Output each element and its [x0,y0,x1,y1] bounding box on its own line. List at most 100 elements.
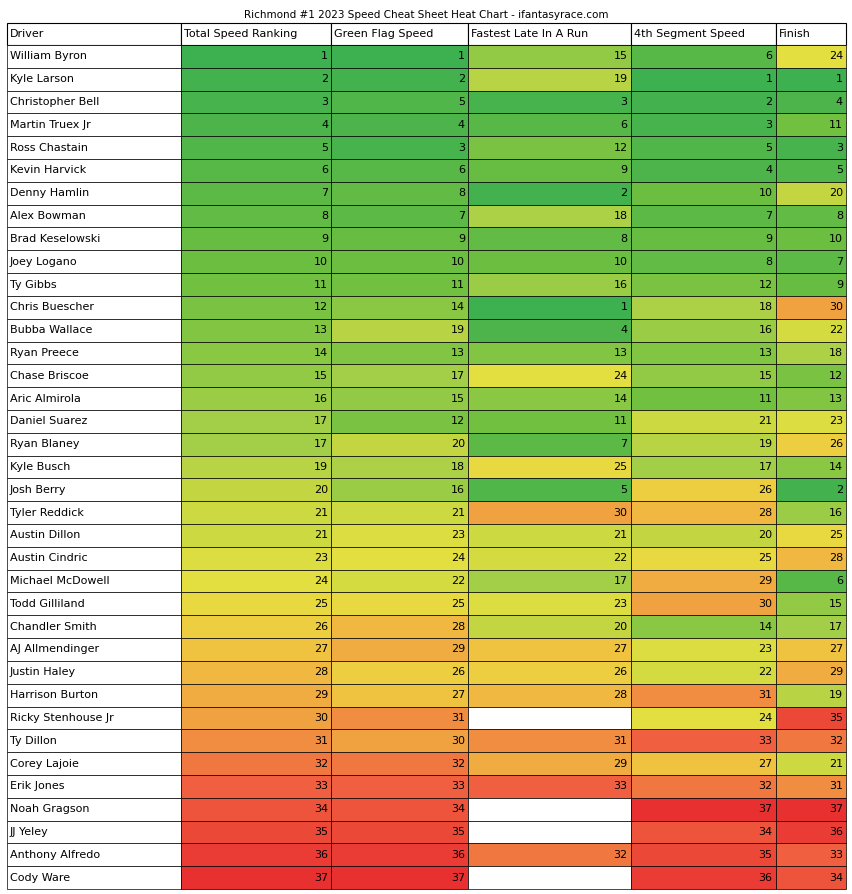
Text: 24: 24 [314,576,328,586]
Bar [468,136,630,159]
Text: 34: 34 [757,827,772,837]
Text: 9: 9 [764,234,772,244]
Bar [774,342,845,365]
Text: 1: 1 [458,52,464,62]
Bar [630,502,774,524]
Bar [181,456,331,478]
Bar [181,661,331,684]
Bar [181,365,331,387]
Bar [630,456,774,478]
Bar [774,615,845,638]
Text: 3: 3 [321,97,328,107]
Bar [7,205,181,227]
Text: 4: 4 [619,325,627,335]
Text: 15: 15 [757,371,772,381]
Bar [181,502,331,524]
Bar [774,181,845,205]
Text: Daniel Suarez: Daniel Suarez [10,417,87,426]
Text: 12: 12 [828,371,842,381]
Bar [331,797,468,821]
Text: 37: 37 [757,805,772,814]
Text: 19: 19 [613,74,627,84]
Bar [331,524,468,547]
Text: 21: 21 [450,508,464,518]
Text: 19: 19 [828,690,842,700]
Bar [774,68,845,90]
Bar [630,319,774,342]
Text: 33: 33 [828,850,842,860]
Bar [181,68,331,90]
Text: Ty Dillon: Ty Dillon [10,736,57,746]
Text: 32: 32 [828,736,842,746]
Bar [181,90,331,114]
Text: 33: 33 [451,781,464,791]
Bar [181,433,331,456]
Bar [468,296,630,319]
Text: 3: 3 [764,120,772,130]
Bar [774,205,845,227]
Text: 10: 10 [757,189,772,198]
Bar [7,478,181,502]
Bar [630,45,774,68]
Bar [468,730,630,752]
Bar [774,775,845,797]
Text: 7: 7 [764,211,772,221]
Bar [7,433,181,456]
Text: 17: 17 [314,439,328,449]
Text: 4: 4 [320,120,328,130]
Text: Kevin Harvick: Kevin Harvick [10,165,86,175]
Text: 15: 15 [314,371,328,381]
Text: 8: 8 [835,211,842,221]
Bar [181,821,331,843]
Bar [468,90,630,114]
Bar [7,730,181,752]
Text: 17: 17 [757,462,772,472]
Bar [774,797,845,821]
Bar [468,821,630,843]
Bar [774,45,845,68]
Bar [468,569,630,593]
Bar [774,410,845,433]
Text: 29: 29 [757,576,772,586]
Text: 28: 28 [314,667,328,678]
Text: 21: 21 [613,530,627,541]
Text: 26: 26 [828,439,842,449]
Bar [181,775,331,797]
Text: 29: 29 [450,645,464,654]
Bar [7,410,181,433]
Text: 20: 20 [450,439,464,449]
Bar [630,752,774,775]
Text: 14: 14 [613,393,627,403]
Text: 25: 25 [450,599,464,609]
Bar [181,706,331,730]
Text: 24: 24 [757,713,772,723]
Bar [331,433,468,456]
Bar [774,365,845,387]
Bar [331,159,468,181]
Bar [468,866,630,889]
Text: 36: 36 [451,850,464,860]
Text: 12: 12 [613,143,627,153]
Bar [7,342,181,365]
Bar [331,68,468,90]
Text: Chandler Smith: Chandler Smith [10,621,96,632]
Bar [181,205,331,227]
Text: 20: 20 [828,189,842,198]
Bar [774,569,845,593]
Bar [630,296,774,319]
Text: Corey Lajoie: Corey Lajoie [10,758,78,769]
Text: AJ Allmendinger: AJ Allmendinger [10,645,99,654]
Text: Cody Ware: Cody Ware [10,873,70,882]
Text: 32: 32 [757,781,772,791]
Bar [181,797,331,821]
Bar [774,159,845,181]
Text: 7: 7 [619,439,627,449]
Text: 6: 6 [458,165,464,175]
Text: Josh Berry: Josh Berry [10,485,66,494]
Bar [630,136,774,159]
Bar [630,181,774,205]
Text: 27: 27 [450,690,464,700]
Text: 27: 27 [828,645,842,654]
Bar [331,319,468,342]
Bar [181,843,331,866]
